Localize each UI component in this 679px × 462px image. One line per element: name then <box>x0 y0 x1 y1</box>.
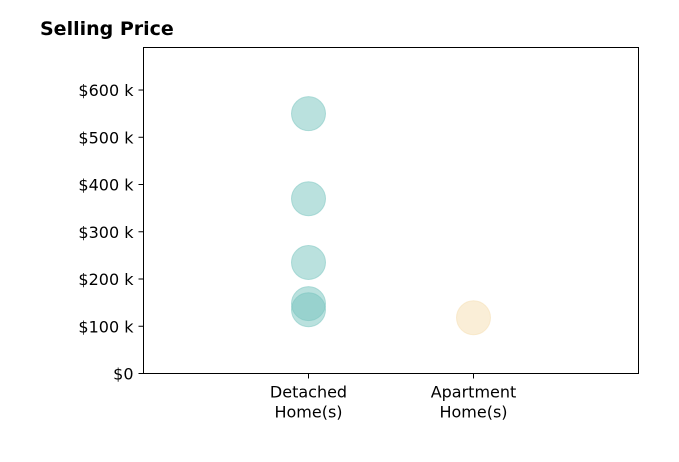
y-tick-label: $200 k <box>78 270 134 289</box>
plot-area-frame <box>143 47 639 374</box>
data-point <box>291 96 326 132</box>
y-tick-label: $0 <box>113 365 133 384</box>
y-tick-label: $300 k <box>78 223 134 242</box>
x-tick-label: Home(s) <box>274 403 342 422</box>
data-point <box>291 292 326 328</box>
y-tick-label: $400 k <box>78 176 134 195</box>
y-tick-label: $600 k <box>78 81 134 100</box>
x-tick-label: Apartment <box>431 383 517 402</box>
data-points <box>291 96 491 336</box>
y-tick-label: $100 k <box>78 317 134 336</box>
data-point <box>291 181 326 217</box>
y-tick-label: $500 k <box>78 128 134 147</box>
data-point <box>456 300 491 336</box>
chart-title: Selling Price <box>40 18 174 40</box>
y-axis: $0 $100 k $200 k $300 k $400 k $500 k $600 k <box>78 81 144 384</box>
data-point <box>291 244 326 280</box>
x-tick-label: Home(s) <box>439 403 507 422</box>
x-tick-label: Detached <box>270 383 347 402</box>
